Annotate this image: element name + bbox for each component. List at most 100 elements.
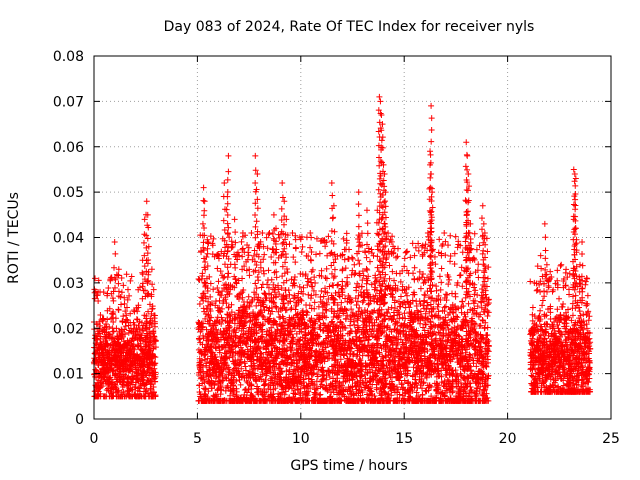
data-point	[343, 230, 350, 237]
data-point	[105, 331, 112, 338]
data-point	[121, 326, 128, 333]
data-point	[436, 273, 443, 280]
data-point	[410, 270, 417, 277]
data-point	[311, 299, 318, 306]
data-point	[120, 282, 127, 289]
data-point	[110, 311, 117, 318]
data-point	[128, 273, 135, 280]
data-point	[110, 297, 117, 304]
data-point	[134, 308, 141, 315]
data-point	[97, 322, 104, 329]
data-point	[347, 299, 354, 306]
data-point	[94, 336, 101, 343]
data-point	[217, 268, 224, 275]
data-point	[368, 281, 375, 288]
data-point	[97, 311, 104, 318]
data-point	[413, 389, 420, 396]
data-point	[349, 255, 356, 262]
data-point	[353, 284, 360, 291]
data-point	[115, 335, 122, 342]
data-point	[245, 252, 252, 259]
data-point	[351, 321, 358, 328]
data-point	[268, 253, 275, 260]
data-point	[248, 229, 255, 236]
data-point	[351, 261, 358, 268]
data-point	[122, 331, 129, 338]
data-point	[433, 287, 440, 294]
data-point	[95, 277, 102, 284]
data-point	[124, 296, 131, 303]
data-point	[118, 301, 125, 308]
data-point	[214, 284, 221, 291]
data-point	[97, 333, 104, 340]
data-point	[238, 238, 245, 245]
data-point	[107, 374, 114, 381]
data-point	[266, 229, 273, 236]
data-point	[370, 252, 377, 259]
data-point	[210, 286, 217, 293]
data-point	[114, 388, 121, 395]
data-point	[261, 251, 268, 258]
data-point	[113, 325, 120, 332]
data-point	[108, 274, 115, 281]
data-point	[269, 230, 276, 237]
data-point	[127, 277, 134, 284]
data-point	[305, 291, 312, 298]
data-point	[312, 279, 319, 286]
data-point	[346, 246, 353, 253]
data-point	[105, 369, 112, 376]
data-point	[120, 313, 127, 320]
data-point	[402, 249, 409, 256]
data-point	[298, 297, 305, 304]
data-point	[442, 291, 449, 298]
data-point	[355, 257, 362, 264]
data-point	[96, 318, 103, 325]
data-point	[133, 316, 140, 323]
data-point	[113, 370, 120, 377]
data-point	[110, 319, 117, 326]
data-point	[308, 279, 315, 286]
data-point	[389, 233, 396, 240]
data-point	[110, 367, 117, 374]
data-point	[344, 274, 351, 281]
data-point	[424, 302, 431, 309]
data-point	[335, 281, 342, 288]
data-point	[112, 315, 119, 322]
data-point	[100, 315, 107, 322]
data-point	[115, 387, 122, 394]
data-point	[323, 275, 330, 282]
data-point	[121, 294, 128, 301]
data-point	[416, 275, 423, 282]
data-point	[106, 323, 113, 330]
data-point	[364, 266, 371, 273]
data-point	[118, 274, 125, 281]
data-point	[297, 385, 304, 392]
data-point	[418, 243, 425, 250]
data-point	[109, 328, 116, 335]
data-point	[100, 289, 107, 296]
data-point	[123, 304, 130, 311]
grid-layer	[94, 56, 611, 419]
data-point	[105, 285, 112, 292]
data-point	[123, 316, 130, 323]
data-point	[125, 339, 132, 346]
data-point	[393, 254, 400, 261]
data-point	[110, 328, 117, 335]
data-points	[90, 93, 594, 404]
data-point	[106, 305, 113, 312]
data-point	[435, 249, 442, 256]
data-point	[368, 249, 375, 256]
data-point	[441, 229, 448, 236]
data-point	[307, 244, 314, 251]
data-point	[259, 229, 266, 236]
data-point	[291, 277, 298, 284]
data-point	[292, 245, 299, 252]
data-point	[401, 255, 408, 262]
data-point	[94, 292, 101, 299]
data-point	[120, 389, 127, 396]
data-point	[316, 250, 323, 257]
data-point	[298, 248, 305, 255]
data-point	[122, 308, 129, 315]
data-point	[397, 293, 404, 300]
